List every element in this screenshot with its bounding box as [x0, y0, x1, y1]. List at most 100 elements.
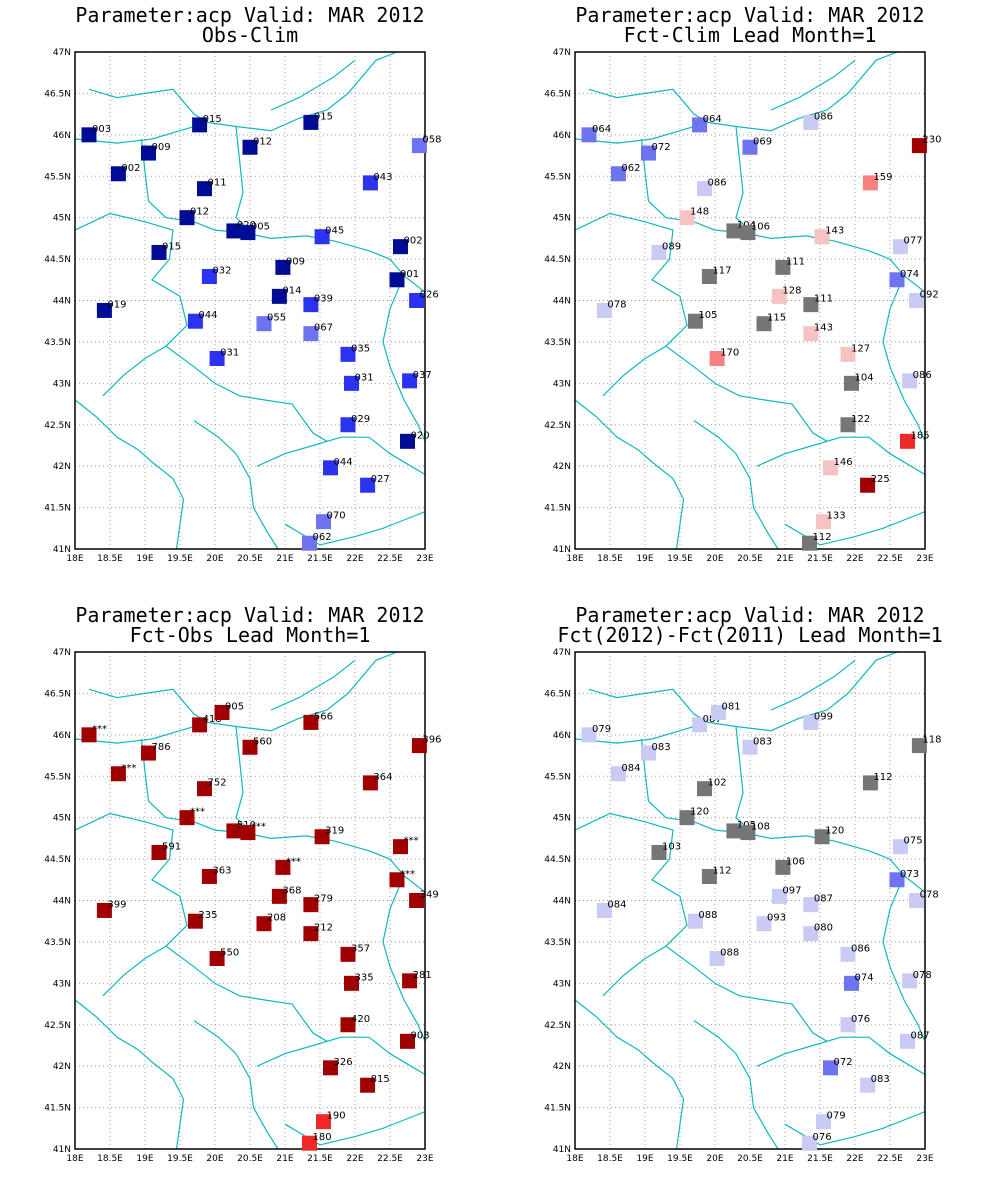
station-marker	[197, 181, 212, 197]
station-label: 076	[813, 1132, 832, 1143]
station-label: 120	[825, 826, 844, 837]
station-marker	[840, 1017, 856, 1033]
lat-tick-label: 43.5N	[44, 338, 71, 348]
station-marker	[803, 326, 819, 342]
station-label: 279	[314, 894, 333, 905]
map-frame	[74, 51, 426, 550]
station-label: 011	[208, 178, 227, 189]
station-label: 012	[253, 136, 272, 147]
border-line	[235, 126, 251, 231]
station-marker	[902, 973, 918, 989]
lat-tick-label: 41.5N	[44, 504, 71, 514]
map-frame	[74, 651, 426, 1150]
station-marker	[840, 346, 856, 362]
station-label: 083	[871, 1074, 890, 1085]
station-label: 560	[253, 736, 272, 747]
station-marker	[911, 138, 927, 154]
lat-tick-label: 45.5N	[544, 772, 571, 782]
lat-tick-label: 45.5N	[44, 772, 71, 782]
panel-obs-clim: Parameter:acp Valid: MAR 2012 Obs-Clim 1…	[0, 0, 500, 600]
lon-tick-label: 22.5E	[877, 1154, 903, 1164]
border-line	[756, 436, 926, 476]
station-label: 111	[786, 256, 805, 267]
station-label: 088	[720, 947, 739, 958]
station-label: ***	[286, 856, 301, 867]
panel-fct-obs: Parameter:acp Valid: MAR 2012 Fct-Obs Le…	[0, 600, 500, 1200]
lon-tick-label: 21.5E	[807, 554, 833, 564]
border-line	[193, 1020, 279, 1150]
station-marker	[344, 975, 359, 991]
map-frame	[574, 651, 926, 1150]
lat-tick-label: 44.5N	[44, 255, 71, 265]
lon-tick-label: 19.5E	[167, 554, 193, 564]
station-marker	[303, 326, 319, 342]
station-marker	[360, 1077, 376, 1093]
station-label: 055	[267, 313, 286, 324]
station-marker	[256, 916, 272, 932]
station-label: 027	[371, 474, 390, 485]
station-label: 399	[107, 899, 126, 910]
station-marker	[110, 766, 126, 782]
station-marker	[389, 872, 405, 888]
lat-tick-label: 42.5N	[44, 1021, 71, 1031]
panel-subtitle: Fct-Obs Lead Month=1	[129, 623, 371, 647]
station-marker	[651, 244, 667, 260]
border-line	[640, 138, 926, 293]
station-label: 072	[834, 1057, 853, 1068]
station-marker	[840, 946, 856, 962]
station-label: 108	[751, 822, 770, 833]
station-marker	[641, 145, 656, 161]
station-marker	[242, 739, 258, 755]
station-marker	[581, 727, 597, 743]
station-marker	[303, 926, 319, 942]
panel-subtitle: Obs-Clim	[201, 23, 299, 47]
station-label: 319	[325, 826, 344, 837]
station-label: 087	[911, 1030, 930, 1041]
station-marker	[893, 239, 908, 255]
lat-tick-label: 42N	[553, 1062, 571, 1072]
station-marker	[909, 893, 925, 908]
station-label: ***	[400, 869, 415, 880]
panel-title: Parameter:acp Valid: MAR 2012	[75, 603, 425, 627]
lat-tick-label: 46N	[553, 131, 571, 141]
station-label: 115	[767, 313, 786, 324]
station-label: 015	[162, 241, 181, 252]
station-label: 002	[404, 236, 423, 247]
station-label: 190	[327, 1111, 346, 1122]
station-label: 075	[904, 836, 923, 847]
station-marker	[860, 1077, 876, 1093]
station-marker	[303, 897, 319, 913]
station-label: 019	[107, 299, 126, 310]
station-marker	[192, 117, 208, 133]
station-label: 106	[786, 856, 805, 867]
lon-tick-label: 23E	[916, 1154, 933, 1164]
station-label: 009	[286, 256, 305, 267]
panel-title: Parameter:acp Valid: MAR 2012	[575, 3, 925, 27]
station-marker	[96, 902, 112, 918]
panel-title: Parameter:acp Valid: MAR 2012	[75, 3, 425, 27]
station-label: 368	[282, 885, 301, 896]
lat-tick-label: 43N	[53, 979, 71, 989]
station-marker	[201, 268, 217, 284]
border-line	[88, 688, 209, 723]
station-marker	[389, 272, 405, 288]
lat-tick-label: 44N	[553, 297, 571, 307]
station-label: 146	[834, 457, 853, 468]
border-line	[882, 875, 926, 1042]
station-label: 170	[720, 347, 739, 358]
station-marker	[240, 225, 256, 241]
station-marker	[344, 375, 359, 391]
lon-tick-label: 22E	[846, 1154, 863, 1164]
station-label: 074	[855, 972, 874, 983]
station-marker	[911, 738, 927, 754]
border-line	[74, 651, 398, 744]
station-label: 128	[782, 285, 801, 296]
border-line	[588, 88, 709, 123]
station-label: 103	[662, 841, 681, 852]
station-marker	[581, 127, 597, 143]
lon-tick-label: 18.5E	[597, 1154, 623, 1164]
station-marker	[197, 781, 212, 797]
border-line	[693, 420, 779, 550]
station-marker	[756, 316, 772, 332]
station-marker	[340, 1017, 356, 1033]
